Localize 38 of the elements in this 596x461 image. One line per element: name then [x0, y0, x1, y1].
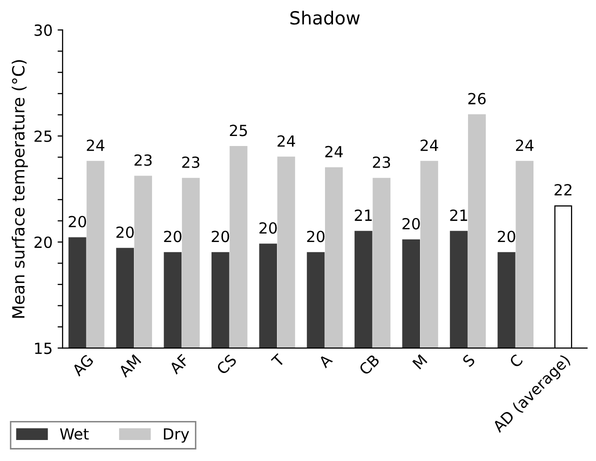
x-tick-label: AG [71, 354, 94, 377]
x-tick-label: M [412, 354, 428, 370]
data-label: 20 [68, 216, 86, 228]
x-tick-label: CS [216, 354, 238, 376]
legend-label: Wet [60, 428, 89, 440]
y-tick-label: 20 [34, 236, 52, 248]
data-label: 20 [259, 222, 277, 234]
x-tick-label: S [462, 354, 476, 368]
data-label: 26 [468, 92, 486, 104]
data-label: 23 [134, 154, 152, 166]
y-tick-label: 30 [34, 24, 52, 36]
data-label: 21 [354, 209, 372, 221]
x-tick-label: A [318, 353, 333, 368]
x-tick-label: CB [358, 354, 380, 376]
data-label: 22 [554, 184, 572, 196]
y-axis-title: Mean surface temperature (°C) [12, 60, 28, 318]
data-label: 23 [182, 156, 200, 168]
data-label: 20 [212, 230, 230, 242]
data-label: 24 [325, 146, 343, 158]
y-tick-label: 15 [35, 342, 52, 354]
data-label: 20 [498, 230, 516, 242]
chart-title: Shadow [290, 10, 360, 25]
data-label: 24 [420, 140, 438, 151]
legend-label: Dry [164, 428, 190, 443]
data-label: 20 [402, 218, 420, 230]
x-tick-label: T [270, 353, 286, 368]
data-label: 25 [230, 124, 247, 136]
x-tick-label: AM [118, 354, 142, 378]
data-label: 23 [372, 156, 390, 168]
data-label: 20 [116, 226, 134, 238]
x-tick-label: AF [168, 354, 190, 375]
data-label: 20 [307, 230, 324, 242]
data-label: 21 [450, 209, 468, 221]
data-label: 20 [164, 230, 182, 242]
data-label: 24 [278, 135, 296, 147]
data-label: 24 [86, 140, 104, 151]
data-label: 24 [516, 140, 534, 151]
y-tick-label: 25 [34, 130, 52, 142]
